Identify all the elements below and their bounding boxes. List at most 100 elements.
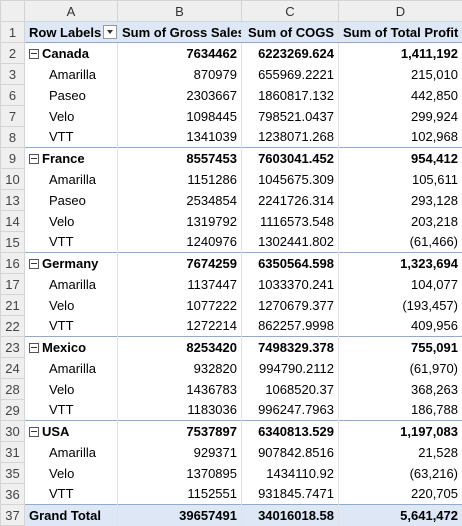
total-profit-value[interactable]: (193,457)	[339, 295, 462, 316]
total-profit-value[interactable]: 102,968	[339, 127, 462, 148]
product-name[interactable]: Velo	[25, 106, 118, 127]
total-profit-value[interactable]: 368,263	[339, 379, 462, 400]
row-number[interactable]: 16	[1, 253, 25, 274]
row-number[interactable]: 24	[1, 358, 25, 379]
filter-dropdown-icon[interactable]	[103, 25, 117, 39]
cogs-value[interactable]: 1434110.92	[242, 463, 339, 484]
product-name[interactable]: Velo	[25, 211, 118, 232]
row-labels-cell[interactable]: Row Labels	[25, 22, 118, 43]
row-number[interactable]: 14	[1, 211, 25, 232]
collapse-icon[interactable]	[29, 427, 39, 437]
cogs-header[interactable]: Sum of COGS	[242, 22, 339, 43]
total-profit-value[interactable]: (61,970)	[339, 358, 462, 379]
row-number[interactable]: 6	[1, 85, 25, 106]
gross-sales-value[interactable]: 7674259	[118, 253, 242, 274]
total-profit-value[interactable]: 203,218	[339, 211, 462, 232]
cogs-value[interactable]: 931845.7471	[242, 484, 339, 505]
cogs-value[interactable]: 1238071.268	[242, 127, 339, 148]
product-name[interactable]: Paseo	[25, 85, 118, 106]
total-profit-value[interactable]: (61,466)	[339, 232, 462, 253]
row-number[interactable]: 37	[1, 505, 25, 526]
product-name[interactable]: Velo	[25, 463, 118, 484]
cogs-value[interactable]: 862257.9998	[242, 316, 339, 337]
country-label-cell[interactable]: Canada	[25, 43, 118, 64]
total-profit-total[interactable]: 5,641,472	[339, 505, 462, 526]
product-name[interactable]: Velo	[25, 295, 118, 316]
gross-sales-value[interactable]: 1151286	[118, 169, 242, 190]
row-number[interactable]: 30	[1, 421, 25, 442]
gross-sales-value[interactable]: 1077222	[118, 295, 242, 316]
row-number[interactable]: 1	[1, 22, 25, 43]
row-number[interactable]: 7	[1, 106, 25, 127]
collapse-icon[interactable]	[29, 154, 39, 164]
cogs-value[interactable]: 994790.2112	[242, 358, 339, 379]
total-profit-value[interactable]: 21,528	[339, 442, 462, 463]
cogs-value[interactable]: 907842.8516	[242, 442, 339, 463]
cogs-value[interactable]: 7498329.378	[242, 337, 339, 358]
row-number[interactable]: 29	[1, 400, 25, 421]
row-number[interactable]: 17	[1, 274, 25, 295]
row-number[interactable]: 10	[1, 169, 25, 190]
gross-sales-value[interactable]: 1341039	[118, 127, 242, 148]
grand-total-label[interactable]: Grand Total	[25, 505, 118, 526]
cogs-value[interactable]: 7603041.452	[242, 148, 339, 169]
total-profit-value[interactable]: 954,412	[339, 148, 462, 169]
cogs-value[interactable]: 6350564.598	[242, 253, 339, 274]
cogs-value[interactable]: 1860817.132	[242, 85, 339, 106]
collapse-icon[interactable]	[29, 343, 39, 353]
collapse-icon[interactable]	[29, 49, 39, 59]
product-name[interactable]: VTT	[25, 232, 118, 253]
gross-sales-value[interactable]: 1098445	[118, 106, 242, 127]
gross-sales-total[interactable]: 39657491	[118, 505, 242, 526]
total-profit-value[interactable]: 755,091	[339, 337, 462, 358]
row-number[interactable]: 3	[1, 64, 25, 85]
gross-sales-header[interactable]: Sum of Gross Sales	[118, 22, 242, 43]
cogs-total[interactable]: 34016018.58	[242, 505, 339, 526]
cogs-value[interactable]: 1270679.377	[242, 295, 339, 316]
total-profit-value[interactable]: 105,611	[339, 169, 462, 190]
row-number[interactable]: 23	[1, 337, 25, 358]
product-name[interactable]: VTT	[25, 316, 118, 337]
column-header-a[interactable]: A	[25, 1, 118, 22]
country-label-cell[interactable]: Mexico	[25, 337, 118, 358]
cogs-value[interactable]: 1116573.548	[242, 211, 339, 232]
gross-sales-value[interactable]: 1183036	[118, 400, 242, 421]
product-name[interactable]: Velo	[25, 379, 118, 400]
country-label-cell[interactable]: France	[25, 148, 118, 169]
row-number[interactable]: 9	[1, 148, 25, 169]
cogs-value[interactable]: 1033370.241	[242, 274, 339, 295]
column-header-b[interactable]: B	[118, 1, 242, 22]
total-profit-header[interactable]: Sum of Total Profit	[339, 22, 462, 43]
row-number[interactable]: 31	[1, 442, 25, 463]
gross-sales-value[interactable]: 7537897	[118, 421, 242, 442]
row-number[interactable]: 22	[1, 316, 25, 337]
total-profit-value[interactable]: 1,197,083	[339, 421, 462, 442]
product-name[interactable]: VTT	[25, 127, 118, 148]
gross-sales-value[interactable]: 1436783	[118, 379, 242, 400]
total-profit-value[interactable]: 299,924	[339, 106, 462, 127]
cogs-value[interactable]: 1068520.37	[242, 379, 339, 400]
total-profit-value[interactable]: 186,788	[339, 400, 462, 421]
row-number[interactable]: 8	[1, 127, 25, 148]
product-name[interactable]: Paseo	[25, 190, 118, 211]
row-number[interactable]: 21	[1, 295, 25, 316]
product-name[interactable]: VTT	[25, 400, 118, 421]
product-name[interactable]: Amarilla	[25, 358, 118, 379]
product-name[interactable]: Amarilla	[25, 64, 118, 85]
gross-sales-value[interactable]: 1370895	[118, 463, 242, 484]
gross-sales-value[interactable]: 8557453	[118, 148, 242, 169]
row-number[interactable]: 28	[1, 379, 25, 400]
cogs-value[interactable]: 6340813.529	[242, 421, 339, 442]
total-profit-value[interactable]: 215,010	[339, 64, 462, 85]
gross-sales-value[interactable]: 1137447	[118, 274, 242, 295]
row-number[interactable]: 36	[1, 484, 25, 505]
total-profit-value[interactable]: 409,956	[339, 316, 462, 337]
collapse-icon[interactable]	[29, 259, 39, 269]
cogs-value[interactable]: 2241726.314	[242, 190, 339, 211]
gross-sales-value[interactable]: 929371	[118, 442, 242, 463]
gross-sales-value[interactable]: 932820	[118, 358, 242, 379]
total-profit-value[interactable]: 104,077	[339, 274, 462, 295]
product-name[interactable]: VTT	[25, 484, 118, 505]
total-profit-value[interactable]: 442,850	[339, 85, 462, 106]
cogs-value[interactable]: 655969.2221	[242, 64, 339, 85]
